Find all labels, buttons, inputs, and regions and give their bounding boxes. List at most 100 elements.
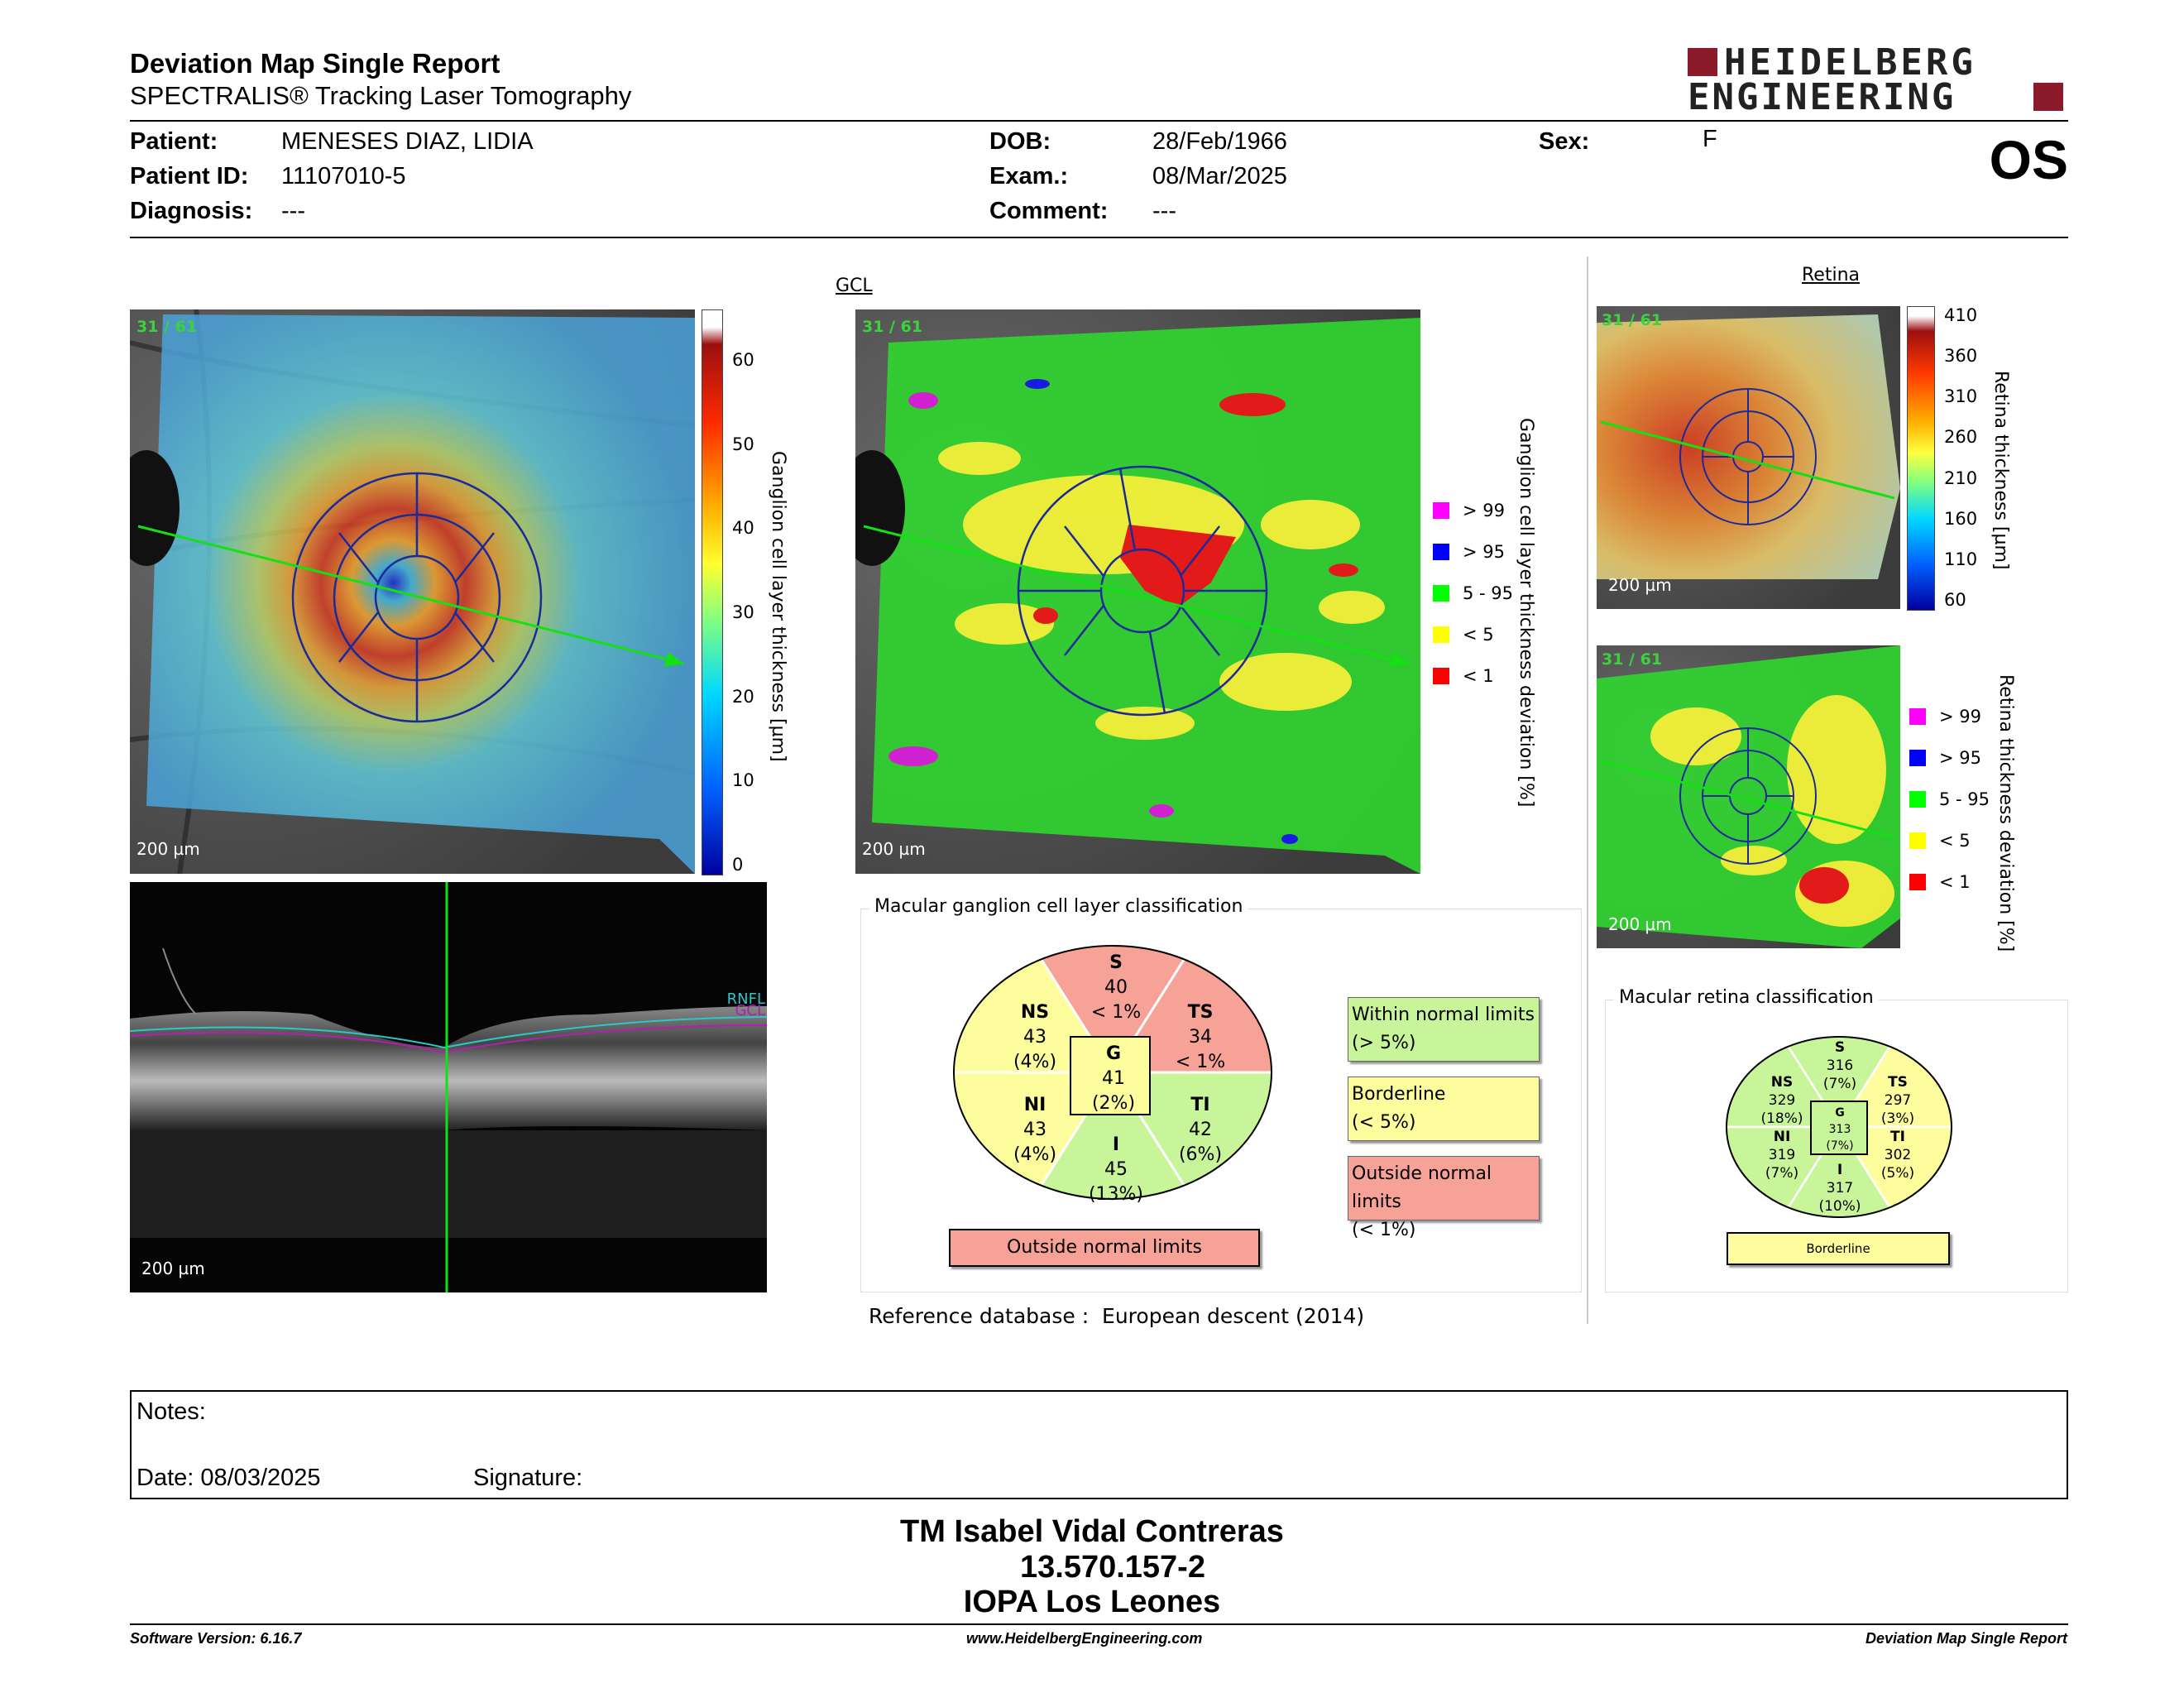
logo-line-1: HEIDELBERG: [1724, 41, 1976, 84]
gcl-thickness-map[interactable]: 31 / 61 200 µm: [130, 309, 695, 874]
retina-sector-chart: [1726, 1036, 1952, 1218]
retina-link[interactable]: Retina: [1802, 265, 1860, 285]
eye-indicator: OS: [1989, 129, 2068, 190]
exam-label: Exam.:: [989, 163, 1069, 189]
diagnosis-value: ---: [281, 198, 305, 224]
legend-swatch: [1909, 832, 1926, 849]
quality-label: 31 / 61: [1602, 650, 1663, 669]
gcl-link[interactable]: GCL: [836, 276, 873, 296]
gcl-thickness-tick: 50: [732, 434, 754, 454]
notes-box[interactable]: Notes: Date: 08/03/2025 Signature:: [130, 1390, 2068, 1499]
signature-label[interactable]: Signature:: [473, 1465, 583, 1491]
legend-swatch: [1433, 668, 1449, 684]
dob-value: 28/Feb/1966: [1152, 128, 1287, 155]
retina-result-badge: Borderline: [1727, 1232, 1950, 1265]
legend-item: 5 - 95: [1909, 789, 1990, 809]
legend-item: < 1: [1433, 666, 1494, 686]
legend-label: < 5: [1463, 625, 1494, 645]
gcl-sector-ns: NS 43 (4%): [1013, 1002, 1057, 1072]
retina-thickness-tick: 410: [1944, 305, 1978, 325]
scale-label: 200 µm: [862, 839, 926, 859]
retina-thickness-tick: 210: [1944, 468, 1978, 488]
diagnosis-label: Diagnosis:: [130, 198, 253, 224]
legend-item: 5 - 95: [1433, 583, 1513, 603]
legend-swatch: [1909, 874, 1926, 890]
retina-classification-panel: Macular retina classification S 316 (7%) T…: [1605, 987, 2068, 1292]
legend-swatch: [1909, 750, 1926, 766]
legend-label: < 1: [1939, 872, 1971, 892]
legend-label: > 99: [1463, 501, 1505, 520]
scale-label: 200 µm: [136, 839, 200, 859]
gcl-classification-title: Macular ganglion cell layer classificati…: [869, 896, 1248, 917]
software-version: Software Version: 6.16.7: [130, 1630, 302, 1647]
date-label: Date: 08/03/2025: [136, 1465, 321, 1491]
retina-sector-ni: NI 319 (7%): [1765, 1129, 1799, 1182]
report-title: Deviation Map Single Report: [130, 48, 500, 79]
legend-item: > 99: [1433, 501, 1505, 520]
retina-thickness-tick: 160: [1944, 508, 1978, 529]
gcl-thickness-axis-label: Ganglion cell layer thickness [µm]: [768, 451, 788, 762]
gcl-thickness-colorbar: [702, 309, 723, 875]
gcl-thickness-tick: 0: [732, 855, 744, 875]
patient-name: MENESES DIAZ, LIDIA: [281, 128, 534, 155]
legend-label: > 95: [1463, 542, 1505, 562]
gcl-deviation-axis-label: Ganglion cell layer thickness deviation …: [1516, 418, 1536, 808]
gcl-result-badge: Outside normal limits: [949, 1229, 1260, 1267]
legend-item: > 95: [1909, 748, 1981, 768]
gcl-thickness-tick: 20: [732, 686, 754, 707]
retina-sector-g: G 313 (7%): [1826, 1106, 1854, 1153]
legend-item: < 5: [1909, 831, 1971, 851]
retina-deviation-map[interactable]: 31 / 61 200 µm: [1597, 645, 1900, 948]
legend-label: 5 - 95: [1939, 789, 1990, 809]
quality-label: 31 / 61: [862, 318, 923, 336]
legend-label: > 99: [1939, 707, 1981, 727]
legend-item: > 95: [1433, 542, 1505, 562]
gcl-sector-i: I 45 (13%): [1088, 1134, 1144, 1205]
quality-label: 31 / 61: [1602, 311, 1663, 329]
retina-thickness-colorbar: [1907, 306, 1935, 611]
scale-label: 200 µm: [1608, 575, 1672, 595]
patient-label: Patient:: [130, 128, 218, 155]
legend-label: < 1: [1463, 666, 1494, 686]
logo-line-2: ENGINEERING: [1688, 76, 1956, 118]
gcl-thickness-tick: 40: [732, 518, 754, 539]
legend-label: 5 - 95: [1463, 583, 1514, 603]
retina-sector-ns: NS 329 (18%): [1760, 1074, 1803, 1127]
gcl-deviation-map[interactable]: 31 / 61 200 µm: [855, 309, 1420, 874]
gcl-sector-ts: TS 34 < 1%: [1175, 1002, 1226, 1072]
clinic-name: IOPA Los Leones: [963, 1585, 1221, 1619]
website-link[interactable]: www.HeidelbergEngineering.com: [966, 1630, 1203, 1647]
technician-id: 13.570.157-2: [1020, 1550, 1205, 1585]
legend-item: > 99: [1909, 707, 1981, 727]
retina-thickness-tick: 310: [1944, 386, 1978, 407]
retina-sector-ts: TS 297 (3%): [1880, 1074, 1915, 1127]
gcl-thickness-tick: 60: [732, 350, 754, 370]
sex-label: Sex:: [1539, 128, 1590, 155]
oct-bscan[interactable]: RNFL GCL 200 µm: [130, 882, 767, 1292]
key-within-normal: Within normal limits (> 5%): [1348, 997, 1540, 1062]
retina-thickness-axis-label: Retina thickness [µm]: [1990, 371, 2011, 570]
retina-thickness-tick: 360: [1944, 346, 1978, 367]
gcl-sector-s: S 40 < 1%: [1090, 952, 1142, 1023]
legend-swatch: [1433, 626, 1449, 643]
retina-thickness-map[interactable]: 31 / 61 200 µm: [1597, 306, 1900, 609]
retina-sector-ti: TI 302 (5%): [1880, 1129, 1915, 1182]
gcl-thickness-tick: 30: [732, 602, 754, 622]
comment-label: Comment:: [989, 198, 1109, 224]
technician-name: TM Isabel Vidal Contreras: [900, 1514, 1284, 1549]
gcl-sector-chart: [953, 945, 1272, 1200]
retina-thickness-tick: 260: [1944, 427, 1978, 448]
retina-deviation-axis-label: Retina thickness deviation [%]: [1995, 674, 2016, 952]
patient-id-label: Patient ID:: [130, 163, 249, 189]
comment-value: ---: [1152, 198, 1176, 224]
gcl-sector-ti: TI 42 (6%): [1178, 1095, 1223, 1165]
legend-swatch: [1433, 502, 1449, 519]
key-borderline: Borderline (< 5%): [1348, 1077, 1540, 1141]
rnfl-label: RNFL: [726, 990, 765, 1008]
key-outside-normal: Outside normal limits (< 1%): [1348, 1156, 1540, 1240]
reference-label: Reference database :: [869, 1304, 1090, 1328]
sex-value: F: [1703, 126, 1717, 152]
retina-sector-i: I 317 (10%): [1818, 1162, 1861, 1215]
retina-classification-title: Macular retina classification: [1614, 987, 1879, 1008]
notes-label: Notes:: [136, 1398, 206, 1425]
